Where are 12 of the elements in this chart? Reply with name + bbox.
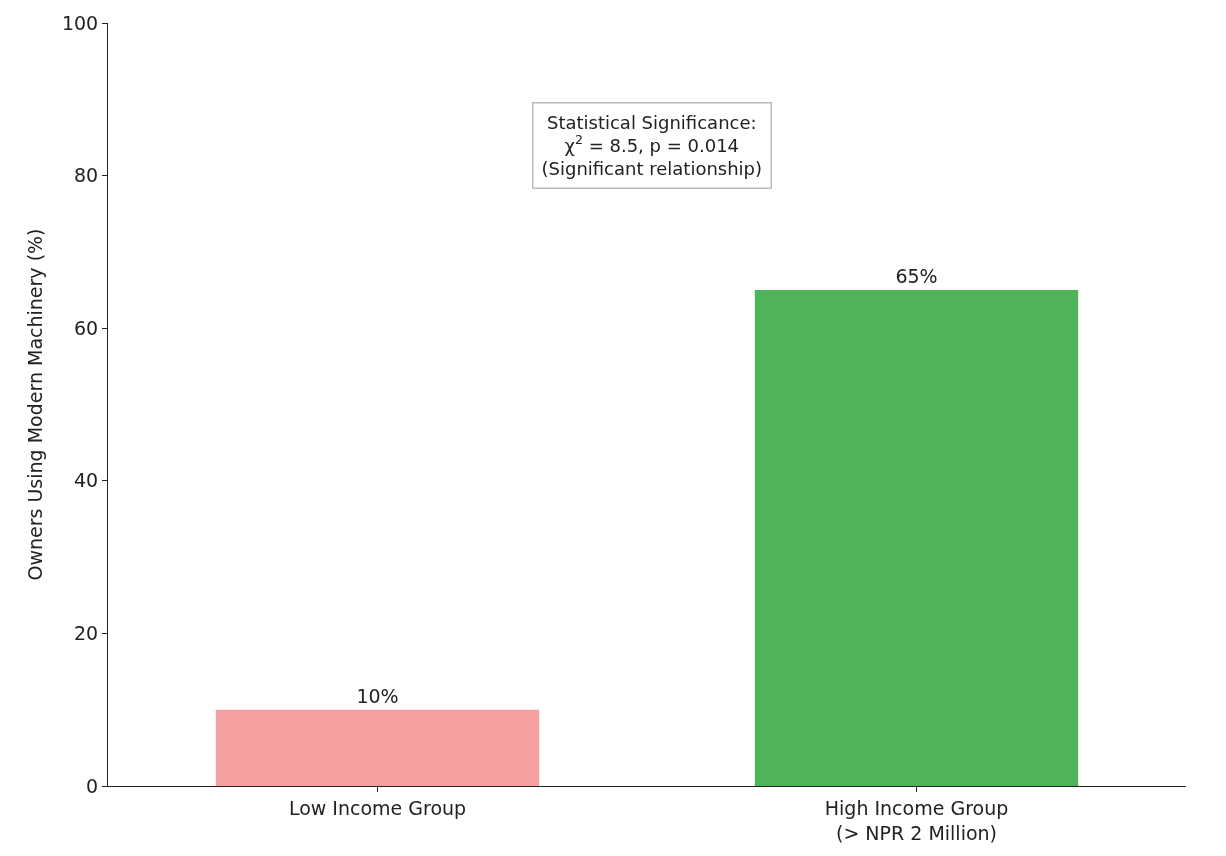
y-tick-label: 80 [74,164,99,187]
y-tick-label: 100 [61,11,99,34]
y-tick-label: 0 [86,774,99,797]
annotation: Statistical Significance: χ$^{2}$ = 8.5, p = 0.014 (Significant relationship) [541,111,763,180]
y-axis-title: Owners Using Modern Machinery (%) [23,228,46,581]
data-label: 65% [895,265,938,288]
y-tick-label: 60 [74,316,99,339]
data-label: 10% [356,684,399,707]
x-tick-label: High Income Group (> NPR 2 Million) [824,796,1009,844]
y-tick-label: 20 [74,622,99,645]
x-tick-label: Low Income Group [288,796,467,819]
y-tick-label: 40 [74,469,99,492]
